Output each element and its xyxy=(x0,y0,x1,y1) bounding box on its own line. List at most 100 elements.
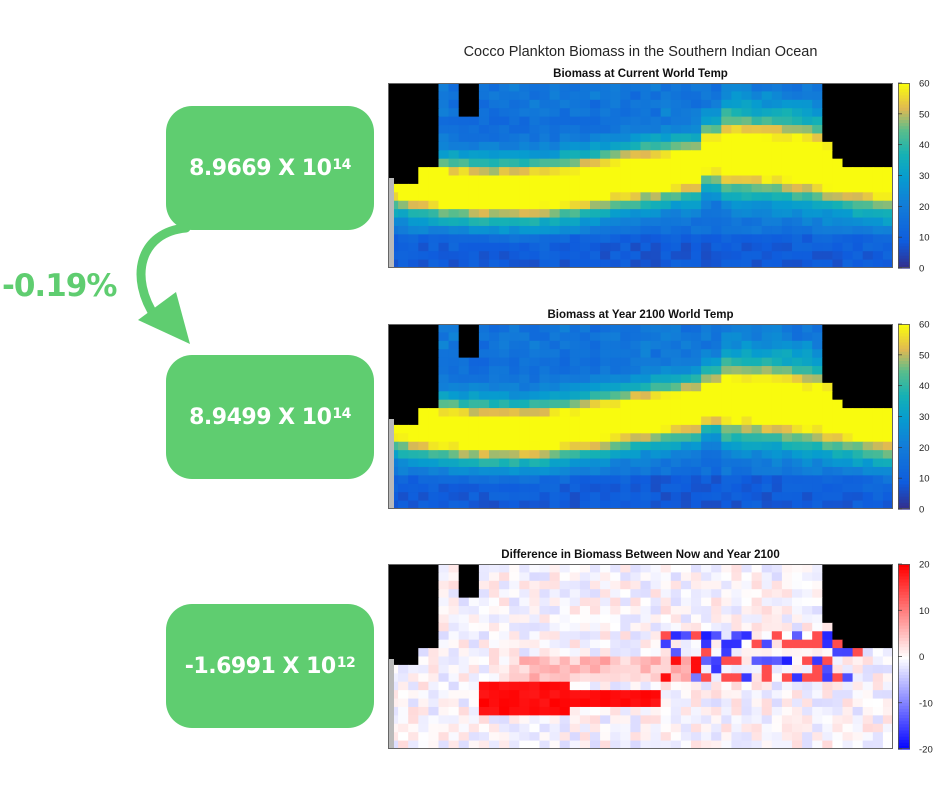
heatmap-difference-cell xyxy=(448,698,460,708)
heatmap-2100-cell xyxy=(529,441,541,451)
heatmap-current-cell xyxy=(852,83,864,93)
heatmap-difference-cell xyxy=(509,580,520,590)
heatmap-2100-cell xyxy=(771,332,783,342)
heatmap-difference-cell xyxy=(438,597,450,607)
heatmap-difference-cell xyxy=(731,723,743,733)
heatmap-current-cell xyxy=(862,225,874,235)
heatmap-current-cell xyxy=(590,200,601,210)
heatmap-current-cell xyxy=(408,133,419,143)
heatmap-2100-cell xyxy=(650,366,662,376)
heatmap-current-cell xyxy=(731,91,743,101)
heatmap-current-cell xyxy=(630,259,642,268)
heatmap-difference-cell xyxy=(660,715,672,725)
heatmap-current-cell xyxy=(771,251,783,261)
heatmap-current-cell xyxy=(549,150,561,160)
heatmap-2100-cell xyxy=(559,366,571,376)
heatmap-current-cell xyxy=(559,83,571,93)
heatmap-difference-cell xyxy=(812,740,823,749)
heatmap-2100-cell xyxy=(822,340,833,350)
heatmap-2100-cell xyxy=(398,324,409,334)
heatmap-2100-cell xyxy=(701,416,712,426)
heatmap-difference-cell xyxy=(711,715,722,725)
heatmap-difference-cell xyxy=(428,732,440,742)
heatmap-2100-cell xyxy=(640,399,652,409)
heatmap-2100-cell xyxy=(721,340,732,350)
heatmap-current-cell xyxy=(670,83,682,93)
heatmap-difference-cell xyxy=(691,656,702,666)
heatmap-difference-cell xyxy=(559,589,571,599)
heatmap-current-cell xyxy=(792,125,803,135)
heatmap-2100-cell xyxy=(731,475,743,485)
heatmap-difference-cell xyxy=(428,740,440,749)
heatmap-difference-frame xyxy=(388,564,893,749)
heatmap-current-cell xyxy=(781,183,793,193)
heatmap-2100-cell xyxy=(620,492,631,502)
heatmap-current-cell xyxy=(842,91,854,101)
heatmap-difference-cell xyxy=(509,715,520,725)
heatmap-2100-cell xyxy=(832,466,844,476)
heatmap-current-cell xyxy=(640,125,652,135)
heatmap-2100-cell xyxy=(600,458,611,468)
heatmap-2100-cell xyxy=(832,391,844,401)
heatmap-current-cell xyxy=(529,158,541,168)
heatmap-2100-cell xyxy=(711,382,722,392)
heatmap-difference-cell xyxy=(802,622,813,632)
heatmap-current-cell xyxy=(781,133,793,143)
heatmap-difference-cell xyxy=(721,673,732,683)
heatmap-current-cell xyxy=(448,217,460,227)
heatmap-difference-cell xyxy=(802,631,813,641)
heatmap-2100-cell xyxy=(448,424,460,434)
heatmap-current-cell xyxy=(408,91,419,101)
heatmap-2100-cell xyxy=(418,450,429,460)
heatmap-difference-cell xyxy=(539,715,551,725)
heatmap-2100-cell xyxy=(660,475,672,485)
heatmap-2100-cell xyxy=(468,340,480,350)
heatmap-difference-cell xyxy=(680,622,692,632)
heatmap-difference-cell xyxy=(398,639,409,649)
heatmap-2100-cell xyxy=(418,374,429,384)
heatmap-current-cell xyxy=(701,108,712,118)
heatmap-current-cell xyxy=(741,116,753,126)
heatmap-current-cell xyxy=(620,225,631,235)
heatmap-2100-cell xyxy=(458,399,470,409)
heatmap-difference-cell xyxy=(670,589,682,599)
heatmap-2100-cell xyxy=(721,492,732,502)
heatmap-current-cell xyxy=(711,91,722,101)
heatmap-difference-cell xyxy=(741,606,753,616)
heatmap-current-cell xyxy=(529,175,541,185)
heatmap-current-cell xyxy=(852,259,864,268)
heatmap-current-cell xyxy=(650,234,662,244)
heatmap-2100-cell xyxy=(852,340,864,350)
heatmap-2100-cell xyxy=(408,500,419,509)
heatmap-current-cell xyxy=(691,158,702,168)
heatmap-2100-cell xyxy=(670,483,682,493)
heatmap-current-cell xyxy=(499,158,510,168)
heatmap-current-cell xyxy=(741,158,753,168)
heatmap-difference-cell xyxy=(559,622,571,632)
heatmap-current-cell xyxy=(822,91,833,101)
heatmap-difference-cell xyxy=(771,622,783,632)
heatmap-difference-cell xyxy=(701,622,712,632)
heatmap-current-cell xyxy=(529,99,541,109)
heatmap-difference-cell xyxy=(610,614,621,624)
heatmap-difference-cell xyxy=(781,606,793,616)
heatmap-difference-cell xyxy=(701,656,712,666)
heatmap-2100-cell xyxy=(741,366,753,376)
heatmap-current-cell xyxy=(489,108,500,118)
heatmap-2100-cell xyxy=(408,340,419,350)
heatmap-current-cell xyxy=(761,99,773,109)
heatmap-current-cell xyxy=(630,234,642,244)
heatmap-2100-cell xyxy=(569,357,581,367)
heatmap-difference-cell xyxy=(590,656,601,666)
heatmap-current-cell xyxy=(519,167,530,177)
heatmap-difference-cell xyxy=(579,706,591,716)
heatmap-current-cell xyxy=(731,158,743,168)
heatmap-current-cell xyxy=(650,91,662,101)
heatmap-difference-cell xyxy=(802,648,813,658)
heatmap-2100-cell xyxy=(832,450,844,460)
heatmap-difference-cell xyxy=(388,614,399,624)
heatmap-difference-cell xyxy=(529,639,541,649)
heatmap-2100-cell xyxy=(630,458,642,468)
heatmap-difference-cell xyxy=(428,631,440,641)
heatmap-2100-cell xyxy=(448,391,460,401)
